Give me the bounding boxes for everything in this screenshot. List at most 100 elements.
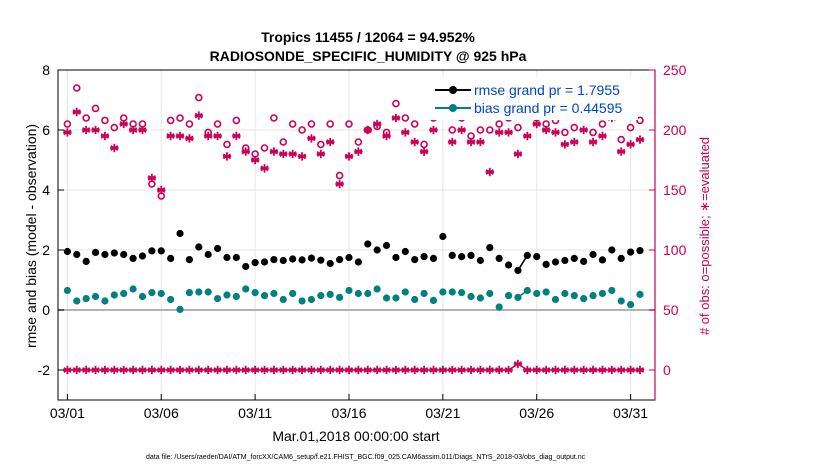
rmse-point-37 bbox=[411, 256, 419, 264]
bias-point-15 bbox=[204, 288, 212, 296]
bias-point-49 bbox=[523, 286, 531, 295]
obs-zero-point-45 bbox=[485, 365, 494, 375]
left-tick-label-5: 8 bbox=[42, 62, 50, 78]
obs-zero-point-12 bbox=[175, 365, 185, 375]
legend-box bbox=[413, 77, 638, 120]
rmse-point-28 bbox=[326, 259, 334, 268]
rmse-point-46 bbox=[495, 254, 503, 262]
obs-possible-point-13 bbox=[185, 120, 194, 128]
bias-point-21 bbox=[260, 292, 269, 300]
left-tick-label-3: 4 bbox=[42, 182, 50, 198]
bias-point-3 bbox=[91, 292, 100, 301]
left-axis: -2 0 2 4 6 8 bbox=[38, 62, 64, 378]
obs-possible-point-28 bbox=[326, 120, 335, 128]
obs-zero-point-53 bbox=[560, 365, 570, 375]
obs-zero-point-6 bbox=[119, 365, 128, 375]
obs-zero-point-46 bbox=[494, 365, 504, 375]
obs-zero-point-24 bbox=[288, 365, 297, 375]
obs-possible-point-2 bbox=[82, 114, 90, 122]
obs-zero-point-41 bbox=[448, 365, 457, 375]
bias-point-56 bbox=[589, 292, 597, 300]
obs-possible-point-5 bbox=[110, 123, 119, 132]
bias-point-41 bbox=[448, 288, 456, 296]
obs-zero-point-14 bbox=[194, 365, 204, 375]
bias-point-30 bbox=[345, 286, 353, 295]
rmse-point-25 bbox=[298, 256, 306, 264]
obs-zero-point-48 bbox=[513, 359, 523, 369]
right-tick-label-3: 150 bbox=[663, 182, 687, 198]
obs-evaluated-point-56 bbox=[588, 137, 598, 147]
rmse-point-11 bbox=[167, 254, 175, 262]
obs-zero-point-35 bbox=[391, 365, 401, 375]
obs-zero-point-10 bbox=[157, 365, 166, 375]
obs-zero-point-38 bbox=[419, 365, 429, 375]
left-tick-label-2: 2 bbox=[42, 242, 50, 258]
bias-point-7 bbox=[129, 285, 137, 293]
obs-possible-point-23 bbox=[279, 138, 288, 146]
left-tick-label-1: 0 bbox=[42, 302, 50, 318]
bias-point-46 bbox=[495, 303, 503, 311]
chart-title-line2: RADIOSONDE_SPECIFIC_HUMIDITY @ 925 hPa bbox=[210, 48, 527, 64]
obs-possible-point-24 bbox=[288, 120, 297, 128]
obs-evaluated-point-60 bbox=[626, 140, 635, 149]
rmse-point-24 bbox=[289, 255, 297, 263]
bias-point-44 bbox=[476, 294, 485, 302]
obs-possible-point-26 bbox=[307, 120, 316, 128]
rmse-point-3 bbox=[91, 248, 100, 256]
obs-possible-point-4 bbox=[101, 116, 109, 125]
x-tick-label-1: 03/06 bbox=[144, 405, 179, 421]
obs-zero-point-29 bbox=[335, 365, 344, 375]
x-axis-label: Mar.01,2018 00:00:00 start bbox=[272, 428, 439, 444]
rmse-point-4 bbox=[101, 250, 109, 259]
obs-possible-point-41 bbox=[448, 126, 457, 134]
obs-evaluated-point-25 bbox=[297, 152, 307, 161]
rmse-point-53 bbox=[561, 256, 569, 265]
bias-point-0 bbox=[63, 286, 71, 295]
obs-zero-point-15 bbox=[203, 365, 213, 375]
rmse-point-9 bbox=[148, 247, 156, 255]
obs-evaluated-point-16 bbox=[213, 131, 222, 141]
obs-zero-point-27 bbox=[316, 365, 326, 375]
x-tick-label-2: 03/11 bbox=[238, 405, 272, 421]
obs-zero-point-49 bbox=[523, 365, 532, 375]
obs-zero-point-2 bbox=[81, 365, 91, 375]
obs-zero-point-56 bbox=[588, 365, 598, 375]
obs-evaluated-point-59 bbox=[617, 147, 626, 156]
obs-zero-point-54 bbox=[570, 365, 579, 375]
obs-evaluated-point-9 bbox=[147, 173, 157, 183]
obs-zero-point-47 bbox=[504, 365, 513, 375]
obs-evaluated-point-35 bbox=[391, 113, 401, 123]
x-tick-label-5: 03/26 bbox=[519, 405, 554, 421]
obs-zero-point-5 bbox=[110, 365, 119, 375]
rmse-point-41 bbox=[448, 251, 456, 259]
obs-evaluated-point-44 bbox=[476, 137, 485, 147]
obs-possible-point-21 bbox=[260, 144, 269, 152]
obs-zero-point-26 bbox=[307, 365, 316, 375]
bias-point-24 bbox=[289, 289, 297, 298]
right-tick-label-1: 50 bbox=[663, 302, 679, 318]
obs-zero-point-22 bbox=[269, 365, 279, 375]
obs-evaluated-point-52 bbox=[551, 128, 560, 137]
obs-evaluated-point-27 bbox=[316, 149, 326, 159]
bias-point-43 bbox=[467, 292, 475, 301]
obs-evaluated-point-15 bbox=[203, 131, 213, 141]
obs-evaluated-point-1 bbox=[72, 107, 81, 117]
bias-point-39 bbox=[429, 296, 438, 304]
obs-zero-point-25 bbox=[297, 365, 307, 375]
rmse-point-61 bbox=[636, 247, 644, 255]
obs-evaluated-point-41 bbox=[448, 137, 457, 147]
obs-evaluated-point-53 bbox=[560, 140, 570, 149]
obs-evaluated-point-32 bbox=[363, 125, 372, 135]
bias-point-55 bbox=[580, 295, 588, 303]
bias-point-61 bbox=[636, 290, 644, 298]
bias-point-11 bbox=[167, 295, 175, 304]
obs-evaluated-point-5 bbox=[110, 143, 119, 153]
bias-point-42 bbox=[458, 289, 466, 297]
obs-zero-point-8 bbox=[138, 365, 147, 375]
bias-point-26 bbox=[307, 295, 316, 304]
right-axis: 0 50 100 150 200 250 bbox=[649, 62, 687, 400]
obs-evaluated-point-33 bbox=[372, 119, 382, 129]
obs-evaluated-point-51 bbox=[541, 125, 551, 135]
obs-evaluated-point-4 bbox=[100, 131, 110, 141]
rmse-point-40 bbox=[439, 232, 447, 241]
